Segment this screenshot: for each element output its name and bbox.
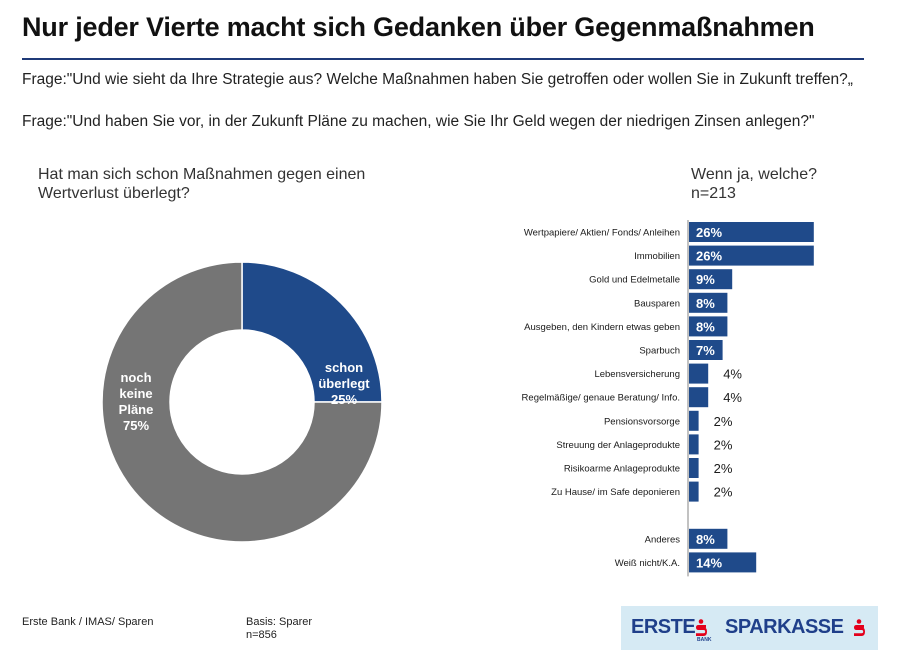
bar-chart-title: Wenn ja, welche? [691, 166, 817, 183]
value-label: 2% [714, 437, 733, 452]
bar-0 [689, 222, 814, 242]
category-label: Zu Hause/ im Safe deponieren [551, 487, 680, 498]
logo-bank-small: BANK [697, 637, 712, 643]
value-label: 2% [714, 461, 733, 476]
category-label: Anderes [645, 534, 681, 545]
bar-7 [689, 387, 709, 408]
source-note: Erste Bank / IMAS/ Sparen [22, 616, 154, 628]
donut-label-no-plans-text: noch keine Pläne [118, 370, 154, 417]
category-label: Streuung der Anlageprodukte [556, 440, 680, 451]
category-label: Regelmäßige/ genaue Beratung/ Info. [522, 393, 680, 404]
donut-label-considered-value: 25% [330, 392, 358, 407]
value-label: 2% [714, 414, 733, 429]
bar-12 [689, 528, 728, 549]
value-label: 8% [696, 319, 715, 334]
erste-sparkasse-logo: ERSTE BANK SPARKASSE [621, 606, 878, 650]
question-1: Frage:"Und wie sieht da Ihre Strategie a… [22, 71, 853, 88]
value-label: 8% [696, 532, 715, 547]
donut-label-considered-text: schon überlegt [318, 360, 370, 391]
bar-chart-n: n=213 [691, 185, 736, 202]
value-label: 8% [696, 296, 715, 311]
bar-13 [689, 552, 757, 573]
basis-note: Basis: Sparer n=856 [246, 616, 312, 642]
bar-chart-header: Wenn ja, welche? n=213 [691, 165, 817, 203]
value-label: 9% [696, 272, 715, 287]
question-2: Frage:"Und haben Sie vor, in der Zukunft… [22, 113, 815, 130]
bar-8 [689, 410, 699, 431]
logo-sparkasse-text: SPARKASSE [725, 616, 844, 638]
category-label: Ausgeben, den Kindern etwas geben [524, 322, 680, 333]
category-label: Lebensversicherung [594, 369, 680, 380]
bar-6 [689, 363, 709, 384]
value-label: 4% [723, 367, 742, 382]
donut-label-no-plans: noch keine Pläne 75% [96, 370, 176, 434]
donut-slice-1 [101, 261, 383, 543]
value-label: 14% [696, 555, 722, 570]
category-label: Sparbuch [639, 346, 680, 357]
bar-9 [689, 434, 699, 455]
donut-slice-0 [241, 261, 383, 403]
bar-10 [689, 458, 699, 478]
sparkasse-s-icon [854, 619, 865, 636]
bar-1 [689, 245, 814, 266]
value-label: 4% [723, 390, 742, 405]
category-label: Immobilien [634, 251, 680, 262]
bar-3 [689, 292, 728, 313]
bar-4 [689, 316, 728, 337]
value-label: 2% [714, 485, 733, 500]
category-label: Gold und Edelmetalle [589, 275, 680, 286]
donut-label-no-plans-value: 75% [122, 418, 150, 433]
basis-label: Basis: Sparer [246, 616, 313, 628]
title-underline [22, 58, 864, 60]
category-label: Bausparen [634, 298, 680, 309]
category-label: Pensionsvorsorge [604, 416, 680, 427]
donut-label-considered: schon überlegt 25% [303, 360, 385, 408]
bar-5 [689, 340, 723, 360]
donut-chart-title: Hat man sich schon Maßnahmen gegen einen… [38, 166, 366, 202]
bar-2 [689, 269, 733, 290]
value-label: 7% [696, 343, 715, 358]
value-label: 26% [696, 249, 722, 264]
category-label: Risikoarme Anlageprodukte [564, 464, 680, 475]
basis-n: n=856 [246, 629, 277, 641]
category-label: Weiß nicht/K.A. [615, 558, 680, 569]
value-label: 26% [696, 225, 722, 240]
category-label: Wertpapiere/ Aktien/ Fonds/ Anleihen [524, 228, 680, 239]
logo-erste-text: ERSTE [631, 616, 696, 638]
erste-s-icon [696, 619, 707, 636]
chart-title: Nur jeder Vierte macht sich Gedanken übe… [22, 12, 815, 42]
bar-11 [689, 481, 699, 502]
